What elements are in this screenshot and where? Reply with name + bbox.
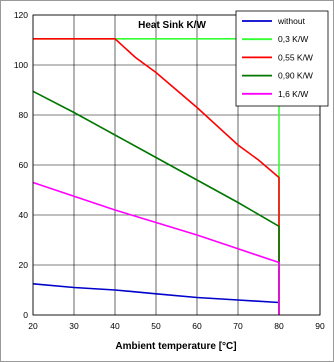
y-tick-label: 120: [14, 10, 28, 20]
x-tick-label: 40: [110, 321, 120, 331]
x-tick-label: 20: [28, 321, 38, 331]
axes: [32, 14, 321, 316]
series-line-4: [32, 90, 280, 315]
x-axis-label: Ambient temperature [°C]: [115, 341, 236, 352]
x-tick-label: 90: [315, 321, 325, 331]
x-tick-label: 80: [274, 321, 284, 331]
y-tick-label: 40: [19, 210, 29, 220]
y-tick-label: 100: [14, 60, 28, 70]
series-line-3: [33, 37, 280, 315]
series-line-5: [32, 181, 280, 315]
y-tick-label: 20: [19, 260, 29, 270]
legend-label: 0,90 K/W: [278, 71, 313, 81]
chart-title: Heat Sink K/W: [138, 20, 206, 31]
series-line-1: [32, 283, 280, 304]
legend: without 0,3 K/W 0,55 K/W 0,90 K/W 1,6 K/W: [235, 10, 329, 107]
y-tick-label: 80: [19, 110, 29, 120]
x-tick-label: 30: [69, 321, 79, 331]
legend-label: 0,3 K/W: [278, 34, 308, 44]
legend-label: 0,55 K/W: [278, 52, 313, 62]
y-tick-label: 60: [19, 160, 29, 170]
y-tick-label: 0: [23, 310, 28, 320]
legend-box: [235, 10, 329, 107]
plot-border: [32, 14, 321, 316]
x-tick-label: 70: [233, 321, 243, 331]
x-tick-label: 60: [192, 321, 202, 331]
legend-label: without: [277, 16, 306, 26]
x-tick-label: 50: [151, 321, 161, 331]
legend-label: 1,6 K/W: [278, 89, 308, 99]
